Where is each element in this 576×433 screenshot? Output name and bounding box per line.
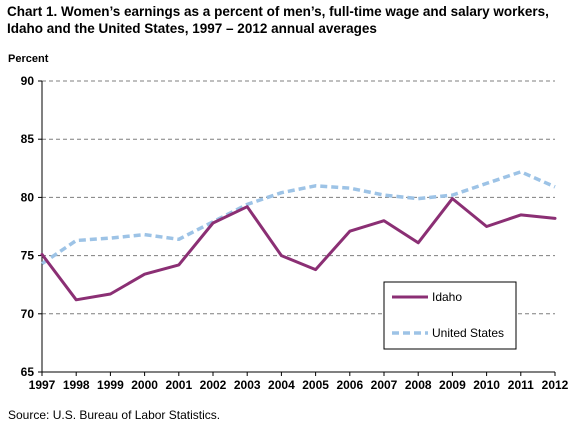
x-tick-label: 1999	[97, 378, 124, 392]
y-tick-labels: 65 70 75 80 85 90	[21, 74, 35, 379]
x-tick-label: 2004	[268, 378, 295, 392]
legend: Idaho United States	[383, 281, 517, 350]
y-tick-label: 90	[21, 74, 35, 88]
series-line-united-states	[41, 170, 556, 266]
series-line-idaho	[40, 197, 557, 302]
y-tick-label: 75	[21, 249, 35, 263]
legend-label-idaho: Idaho	[432, 290, 462, 304]
x-tick-label: 2002	[200, 378, 227, 392]
series-lines	[40, 170, 557, 302]
axes	[38, 80, 556, 376]
x-tick-label: 1998	[63, 378, 90, 392]
y-tick-label: 85	[21, 132, 35, 146]
x-tick-label: 2001	[165, 378, 192, 392]
legend-label-united-states: United States	[432, 326, 504, 340]
y-tick-label: 80	[21, 190, 35, 204]
chart-title: Chart 1. Women’s earnings as a percent o…	[7, 4, 549, 36]
x-tick-label: 2012	[542, 378, 569, 392]
x-tick-labels: 1997 1998 1999 2000 2001 2002 2003 2004 2005 2006…	[29, 378, 569, 392]
gridlines	[42, 80, 555, 315]
x-tick-label: 1997	[29, 378, 56, 392]
x-tick-label: 2010	[473, 378, 500, 392]
x-tick-label: 2011	[508, 378, 534, 392]
x-tick-label: 2006	[336, 378, 363, 392]
legend-box	[383, 281, 517, 350]
source-note: Source: U.S. Bureau of Labor Statistics.	[8, 408, 221, 422]
y-tick-label: 65	[21, 365, 35, 379]
y-tick-label: 70	[21, 307, 35, 321]
y-axis-label: Percent	[8, 53, 49, 65]
x-tick-label: 2008	[405, 378, 432, 392]
x-tick-label: 2007	[371, 378, 398, 392]
x-tick-label: 2000	[131, 378, 158, 392]
x-tick-label: 2003	[234, 378, 261, 392]
x-tick-label: 2005	[302, 378, 329, 392]
x-tick-label: 2009	[439, 378, 466, 392]
